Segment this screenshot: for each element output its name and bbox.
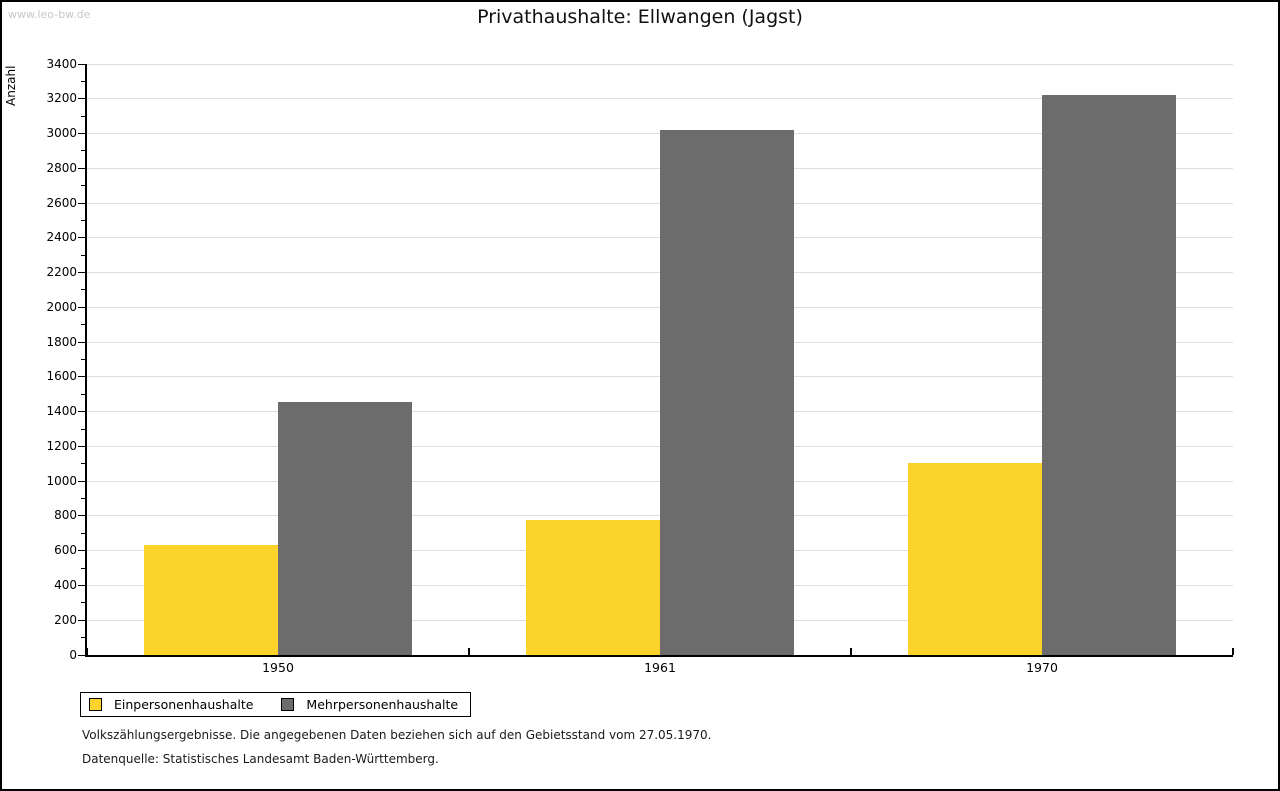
x-axis-line xyxy=(85,655,1233,657)
y-axis-major-tick xyxy=(78,550,85,551)
gridline xyxy=(87,64,1233,65)
y-axis-minor-tick xyxy=(81,394,85,395)
bar-einpersonenhaushalte-1970 xyxy=(908,463,1042,655)
y-axis-major-tick xyxy=(78,342,85,343)
bar-mehrpersonenhaushalte-1961 xyxy=(660,130,794,655)
y-axis-major-tick xyxy=(78,515,85,516)
gridline xyxy=(87,98,1233,99)
x-category-label: 1950 xyxy=(262,660,294,675)
y-axis-major-tick xyxy=(78,237,85,238)
y-tick-label: 1400 xyxy=(46,404,77,418)
y-tick-label: 2200 xyxy=(46,265,77,279)
y-tick-label: 3000 xyxy=(46,126,77,140)
y-axis-major-tick xyxy=(78,655,85,656)
bar-mehrpersonenhaushalte-1970 xyxy=(1042,95,1176,655)
y-axis-major-tick xyxy=(78,446,85,447)
y-axis-major-tick xyxy=(78,620,85,621)
y-tick-label: 2800 xyxy=(46,161,77,175)
footer-source: Datenquelle: Statistisches Landesamt Bad… xyxy=(82,752,439,766)
y-axis-major-tick xyxy=(78,98,85,99)
legend-item: Einpersonenhaushalte xyxy=(89,697,253,712)
x-category-label: 1970 xyxy=(1026,660,1058,675)
y-tick-label: 400 xyxy=(54,578,77,592)
y-tick-label: 1800 xyxy=(46,335,77,349)
y-axis-major-tick xyxy=(78,64,85,65)
y-tick-label: 0 xyxy=(69,648,77,662)
bar-einpersonenhaushalte-1950 xyxy=(144,545,278,655)
x-category-label: 1961 xyxy=(644,660,676,675)
y-axis-minor-tick xyxy=(81,498,85,499)
y-tick-label: 3400 xyxy=(46,57,77,71)
y-tick-label: 800 xyxy=(54,508,77,522)
y-axis-major-tick xyxy=(78,411,85,412)
legend-item: Mehrpersonenhaushalte xyxy=(281,697,458,712)
legend-swatch-mehrpersonenhaushalte xyxy=(281,698,295,711)
y-axis-major-tick xyxy=(78,481,85,482)
y-tick-label: 2000 xyxy=(46,300,77,314)
y-axis-major-tick xyxy=(78,203,85,204)
legend-swatch-einpersonenhaushalte xyxy=(89,698,102,711)
watermark: www.leo-bw.de xyxy=(8,8,91,21)
footer-note: Volkszählungsergebnisse. Die angegebenen… xyxy=(82,728,712,742)
y-axis-major-tick xyxy=(78,585,85,586)
y-axis-major-tick xyxy=(78,376,85,377)
plot-area xyxy=(87,64,1233,655)
x-axis-boundary-tick xyxy=(86,648,88,655)
legend-label: Mehrpersonenhaushalte xyxy=(306,697,459,712)
y-tick-label: 1200 xyxy=(46,439,77,453)
y-axis-minor-tick xyxy=(81,463,85,464)
x-axis-boundary-tick xyxy=(850,648,852,655)
y-axis-minor-tick xyxy=(81,150,85,151)
y-axis-minor-tick xyxy=(81,116,85,117)
y-tick-label: 3200 xyxy=(46,91,77,105)
bar-mehrpersonenhaushalte-1950 xyxy=(278,402,412,655)
y-tick-label: 200 xyxy=(54,613,77,627)
y-axis-minor-tick xyxy=(81,533,85,534)
y-axis-line xyxy=(85,64,87,657)
y-axis-minor-tick xyxy=(81,602,85,603)
y-axis-major-tick xyxy=(78,307,85,308)
y-axis-minor-tick xyxy=(81,429,85,430)
y-tick-label: 1600 xyxy=(46,369,77,383)
y-tick-label: 2400 xyxy=(46,230,77,244)
y-axis-major-tick xyxy=(78,168,85,169)
legend: Einpersonenhaushalte Mehrpersonenhaushalt… xyxy=(80,692,472,717)
x-axis-boundary-tick xyxy=(1232,648,1234,655)
y-axis-major-tick xyxy=(78,272,85,273)
y-axis-minor-tick xyxy=(81,81,85,82)
y-axis-minor-tick xyxy=(81,568,85,569)
y-axis-minor-tick xyxy=(81,289,85,290)
y-axis-minor-tick xyxy=(81,637,85,638)
y-axis-minor-tick xyxy=(81,185,85,186)
legend-label: Einpersonenhaushalte xyxy=(114,697,254,712)
y-axis-minor-tick xyxy=(81,220,85,221)
y-tick-label: 600 xyxy=(54,543,77,557)
y-axis-major-tick xyxy=(78,133,85,134)
y-axis-minor-tick xyxy=(81,255,85,256)
page-title: Privathaushalte: Ellwangen (Jagst) xyxy=(477,6,803,28)
y-tick-label: 2600 xyxy=(46,196,77,210)
bar-einpersonenhaushalte-1961 xyxy=(526,520,660,655)
y-axis-minor-tick xyxy=(81,359,85,360)
y-axis-minor-tick xyxy=(81,324,85,325)
x-axis-boundary-tick xyxy=(468,648,470,655)
y-tick-label: 1000 xyxy=(46,474,77,488)
